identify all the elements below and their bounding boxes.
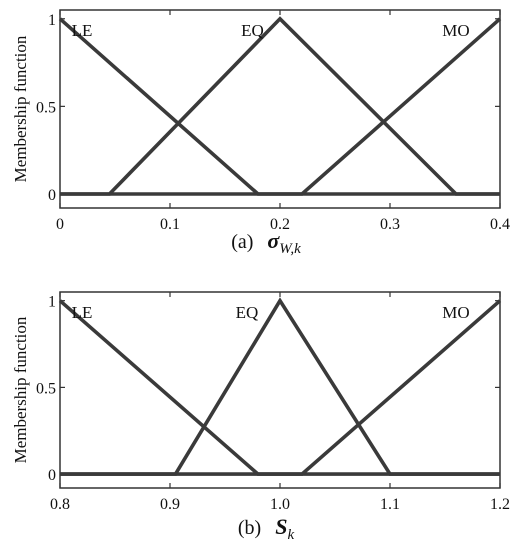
plot-frame	[59, 291, 501, 489]
series-label-eq: EQ	[236, 303, 259, 322]
series-label-mo: MO	[442, 303, 469, 322]
y-tick-label: 0.5	[36, 380, 56, 397]
y-tick-label: 0	[48, 187, 56, 204]
panel-label: (a)	[231, 231, 253, 253]
x-tick-label: 0.9	[160, 496, 180, 513]
series-line-mo	[60, 299, 502, 476]
panel-b-chart: 0.8 0.9 1.0 1.1 1.2 0 0.5 1 Membership function L…	[11, 291, 510, 543]
y-tick-label: 0.5	[36, 99, 56, 116]
y-tick-label: 1	[48, 294, 56, 311]
x-tick-label: 0.2	[270, 216, 290, 233]
panel-label: (b)	[238, 517, 261, 539]
axis-symbol: σ	[267, 228, 280, 253]
panel-caption: (b) Sk	[238, 514, 295, 543]
series-line-le	[58, 299, 500, 476]
series-label-le: LE	[72, 303, 93, 322]
x-tick-label: 1.0	[270, 496, 290, 513]
series-label-mo: MO	[442, 21, 469, 40]
series-line-eq	[60, 297, 500, 476]
x-tick-label: 0.1	[160, 216, 180, 233]
y-tick-label: 1	[48, 12, 56, 29]
series-label-le: LE	[72, 21, 93, 40]
x-tick-label: 0.4	[490, 216, 510, 233]
series-label-eq: EQ	[241, 21, 264, 40]
y-axis-label: Membership function	[11, 35, 30, 182]
x-tick-label: 0.8	[50, 496, 70, 513]
panel-a-chart: 0 0.1 0.2 0.3 0.4 0 0.5 1 Membership function LE E…	[11, 9, 510, 257]
y-tick-label: 0	[48, 467, 56, 484]
panel-caption: (a) σW,k	[231, 228, 301, 257]
x-tick-label: 0	[56, 216, 64, 233]
y-axis-label: Membership function	[11, 316, 30, 463]
series-line-eq	[60, 16, 500, 196]
series-line-mo	[60, 17, 502, 196]
x-tick-label: 1.2	[490, 496, 510, 513]
series-line-le	[58, 17, 500, 196]
axis-symbol-subscript: k	[287, 527, 294, 543]
axis-symbol-subscript: W,k	[279, 241, 301, 257]
x-tick-label: 1.1	[380, 496, 400, 513]
x-tick-label: 0.3	[380, 216, 400, 233]
axis-symbol: S	[275, 514, 287, 539]
